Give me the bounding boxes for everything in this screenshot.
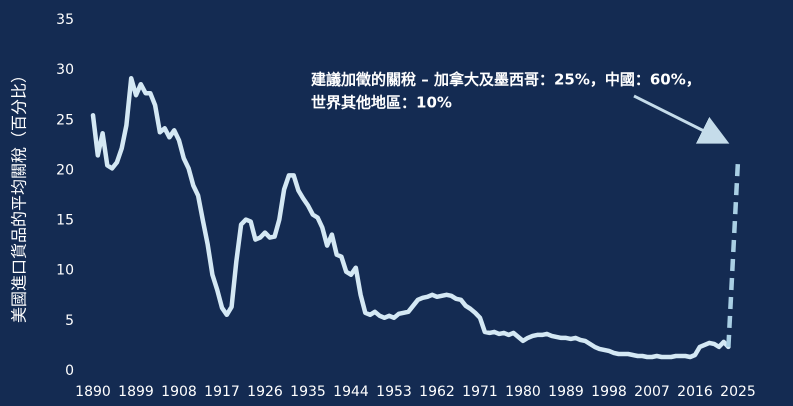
x-tick-label: 2025 <box>720 384 756 400</box>
x-tick-label: 1917 <box>204 384 240 400</box>
x-tick-label: 1971 <box>462 384 498 400</box>
x-tick-label: 1980 <box>505 384 541 400</box>
y-axis-label: 美國進口貨品的平均關稅（百分比） <box>10 67 29 323</box>
y-tick-label: 0 <box>65 363 74 379</box>
x-tick-label: 1998 <box>591 384 627 400</box>
x-tick-label: 1899 <box>118 384 154 400</box>
x-tick-label: 1989 <box>548 384 584 400</box>
y-tick-label: 30 <box>56 62 74 78</box>
x-tick-label: 1953 <box>376 384 412 400</box>
x-tick-label: 1890 <box>75 384 111 400</box>
x-tick-label: 2007 <box>634 384 670 400</box>
annotation-line: 建議加徵的關稅 – 加拿大及墨西哥：25%，中國：60%， <box>311 71 701 89</box>
x-tick-label: 1962 <box>419 384 455 400</box>
annotation-arrow <box>633 94 730 144</box>
x-tick-label: 1944 <box>333 384 369 400</box>
y-tick-label: 5 <box>65 313 74 329</box>
y-tick-label: 35 <box>56 12 74 28</box>
y-tick-label: 25 <box>56 112 74 128</box>
dashed-line <box>726 160 741 348</box>
x-tick-label: 1908 <box>161 384 197 400</box>
y-tick-label: 20 <box>56 162 74 178</box>
x-tick-label: 1926 <box>247 384 283 400</box>
x-tick-label: 2016 <box>677 384 713 400</box>
y-tick-label: 15 <box>56 213 74 229</box>
y-tick-label: 10 <box>56 263 74 279</box>
line <box>90 75 731 360</box>
annotation-line: 世界其他地區：10% <box>311 94 452 112</box>
x-tick-label: 1935 <box>290 384 326 400</box>
